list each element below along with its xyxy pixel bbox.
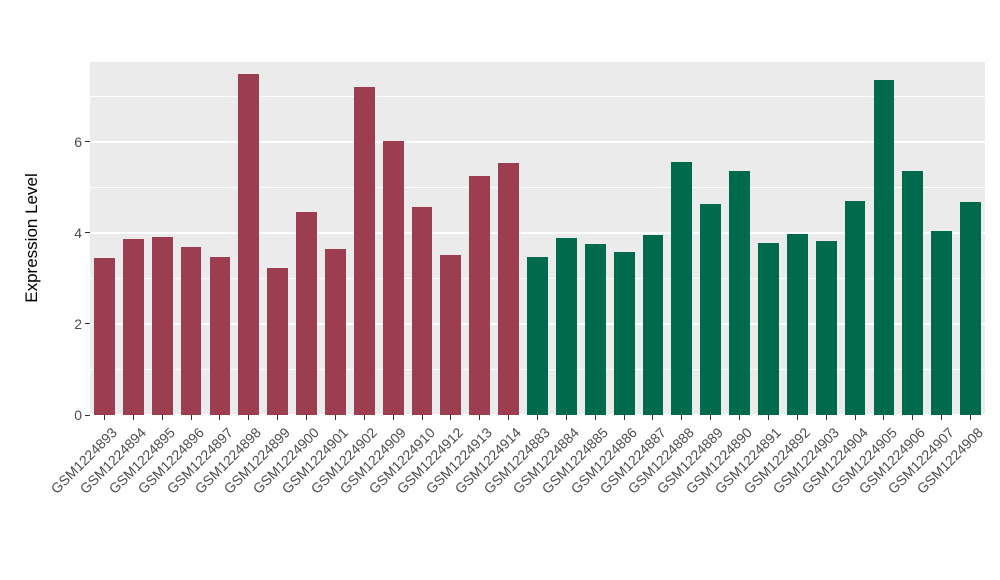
x-tick-mark: [334, 415, 336, 420]
bar: [498, 162, 520, 415]
bar: [931, 231, 953, 415]
bar: [325, 249, 346, 415]
x-tick-mark: [508, 415, 510, 420]
bar: [267, 267, 289, 415]
bar: [440, 255, 462, 415]
y-tick-mark: [85, 414, 90, 416]
x-tick-mark: [450, 415, 452, 420]
bar: [613, 251, 635, 415]
bar: [382, 140, 404, 415]
bar: [555, 238, 577, 415]
x-tick-mark: [248, 415, 250, 420]
x-tick-mark: [623, 415, 625, 420]
x-tick-mark: [739, 415, 741, 420]
bar: [815, 241, 837, 415]
x-tick-mark: [970, 415, 972, 420]
x-tick-mark: [941, 415, 943, 420]
x-tick-mark: [796, 415, 798, 420]
bar: [844, 201, 866, 415]
gridline-major: [90, 231, 985, 234]
bar: [180, 246, 202, 415]
bar: [786, 234, 808, 415]
y-axis-title: Expression Level: [22, 173, 41, 303]
x-tick-mark: [767, 415, 769, 420]
bar: [960, 202, 981, 415]
bar: [671, 161, 693, 415]
plot-panel: [90, 62, 985, 416]
x-tick-mark: [912, 415, 914, 420]
y-tick-label: 2: [74, 315, 82, 332]
y-tick-label: 4: [74, 224, 82, 241]
x-tick-mark: [565, 415, 567, 420]
x-tick-mark: [681, 415, 683, 420]
x-tick-mark: [854, 415, 856, 420]
bar: [527, 256, 548, 415]
x-tick-mark: [277, 415, 279, 420]
x-tick-mark: [594, 415, 596, 420]
x-tick-mark: [132, 415, 134, 420]
bar: [700, 204, 722, 415]
bar: [122, 239, 144, 415]
y-tick-label: 6: [74, 133, 82, 150]
bar: [642, 235, 664, 415]
x-tick-mark: [883, 415, 885, 420]
bar: [296, 212, 317, 415]
bar: [584, 244, 606, 415]
bar: [873, 80, 895, 415]
bar: [469, 176, 491, 415]
gridline-minor: [90, 186, 985, 188]
y-tick-mark: [85, 232, 90, 234]
y-tick-label: 0: [74, 407, 82, 423]
x-tick-mark: [479, 415, 481, 420]
gridline-minor: [90, 95, 985, 97]
bar: [758, 243, 779, 415]
x-tick-mark: [219, 415, 221, 420]
gridline-major: [90, 140, 985, 143]
x-tick-mark: [652, 415, 654, 420]
bar: [209, 256, 231, 415]
bar: [353, 87, 375, 415]
y-tick-mark: [85, 141, 90, 143]
bar: [902, 171, 924, 415]
x-tick-mark: [363, 415, 365, 420]
x-tick-mark: [710, 415, 712, 420]
x-tick-mark: [103, 415, 105, 420]
x-tick-mark: [161, 415, 163, 420]
bar: [151, 236, 173, 415]
x-tick-mark: [190, 415, 192, 420]
bar: [729, 171, 750, 415]
x-tick-mark: [825, 415, 827, 420]
bar: [238, 74, 260, 415]
bar: [411, 207, 433, 415]
bar: [94, 257, 115, 415]
x-tick-mark: [421, 415, 423, 420]
y-tick-mark: [85, 323, 90, 325]
x-tick-mark: [392, 415, 394, 420]
x-tick-mark: [306, 415, 308, 420]
x-tick-mark: [537, 415, 538, 420]
